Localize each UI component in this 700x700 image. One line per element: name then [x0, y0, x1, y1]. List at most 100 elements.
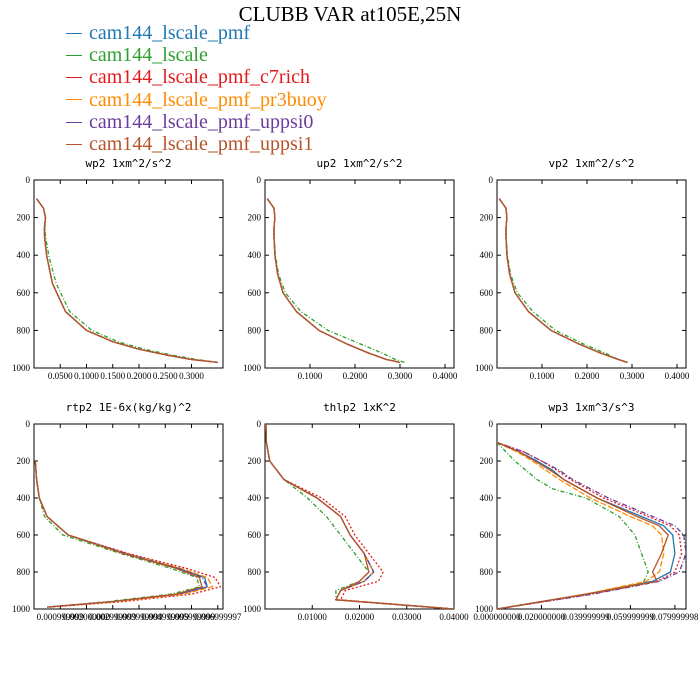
x-tick-label: 0.2500 [153, 371, 178, 381]
y-tick-label: 0 [489, 419, 494, 429]
subplot-0: wp2 1xm^2/s^2 0 200 400 600 800 1000 0.0500 0.10… [12, 157, 224, 381]
legend-item: cam144_lscale [66, 44, 327, 66]
series-line [266, 198, 405, 364]
legend-item: cam144_lscale_pmf [66, 22, 327, 44]
series-line [498, 198, 628, 364]
y-tick-label: 200 [248, 456, 262, 466]
x-tick-label: 0.059999999 [607, 612, 655, 622]
subplot-4: thlp2 1xK^2 0 200 400 600 800 1000 0.01000 0.020… [243, 401, 469, 622]
series-line [265, 424, 454, 609]
subplot-5: wp3 1xm^3/s^3 0 200 400 600 800 10000.00000000… [473, 401, 699, 622]
y-tick-label: 0 [26, 175, 31, 185]
y-tick-label: 1000 [475, 363, 494, 373]
chart-title: CLUBB VAR at105E,25N [238, 2, 462, 26]
y-tick-label: 1000 [12, 604, 31, 614]
series-line [36, 198, 218, 364]
legend-label: cam144_lscale_pmf_pr3buoy [89, 88, 327, 111]
y-tick-label: 400 [248, 493, 262, 503]
legend-item: cam144_lscale_pmf_uppsi0 [66, 111, 327, 133]
y-tick-label: 200 [248, 213, 262, 223]
legend-label: cam144_lscale_pmf [89, 22, 251, 44]
y-tick-label: 600 [248, 288, 262, 298]
plot-frame [264, 179, 455, 369]
y-tick-label: 0 [257, 175, 262, 185]
legend-label: cam144_lscale_pmf_c7rich [89, 66, 311, 89]
series-line [498, 198, 628, 364]
y-tick-label: 200 [480, 456, 494, 466]
series-line [498, 198, 628, 364]
series-line [34, 460, 222, 608]
series-line [497, 441, 669, 609]
x-tick-label: 0.2000 [343, 371, 368, 381]
subplot-3: rtp2 1E-6x(kg/kg)^2 0 200 400 600 800 1000 0.00… [12, 401, 242, 622]
y-tick-label: 400 [480, 250, 494, 260]
x-tick-label: 0.1500 [100, 371, 125, 381]
series-line [36, 198, 218, 364]
legend-line-icon [66, 55, 82, 57]
y-tick-label: 400 [480, 493, 494, 503]
series-line [34, 460, 201, 608]
y-tick-label: 600 [17, 530, 31, 540]
legend-line-icon [66, 77, 82, 79]
x-tick-label: 0.4000 [433, 371, 458, 381]
x-tick-label: 0.004999999 [142, 612, 190, 622]
series-line [34, 460, 208, 608]
legend-item: cam144_lscale_pmf_c7rich [66, 66, 327, 88]
x-tick-label: 0.003999999 [115, 612, 163, 622]
legend-line-icon [66, 32, 82, 34]
y-tick-label: 600 [248, 530, 262, 540]
legend-item: cam144_lscale_pmf_pr3buoy [66, 89, 327, 111]
x-tick-label: 0.039999999 [562, 612, 610, 622]
series-line [34, 460, 203, 608]
series-line [36, 198, 218, 364]
plot-frame [33, 179, 224, 369]
x-tick-label: 0.006999997 [194, 612, 242, 622]
subplot-2: vp2 1xm^2/s^2 0 200 400 600 800 1000 0.1000 0.20… [475, 157, 690, 381]
x-tick-label: 0.03000 [392, 612, 422, 622]
subplot-title: rtp2 1E-6x(kg/kg)^2 [66, 401, 192, 414]
series-line [497, 441, 665, 609]
y-tick-label: 800 [17, 325, 31, 335]
legend: cam144_lscale_pmf cam144_lscale cam144_lsc… [66, 22, 327, 155]
x-tick-label: 0.005999999 [168, 612, 216, 622]
series-line [498, 198, 628, 364]
subplot-title: thlp2 1xK^2 [323, 401, 396, 414]
legend-item: cam144_lscale_pmf_uppsi1 [66, 133, 327, 155]
x-tick-label: 0.02000 [345, 612, 375, 622]
legend-label: cam144_lscale [89, 44, 208, 67]
series-line [36, 198, 218, 364]
y-tick-label: 800 [480, 567, 494, 577]
x-tick-label: 0.079999998 [651, 612, 699, 622]
x-tick-label: 0.4000 [665, 371, 690, 381]
y-tick-label: 600 [480, 288, 494, 298]
x-tick-label: 0.002999999 [89, 612, 137, 622]
x-tick-label: 0.04000 [439, 612, 469, 622]
series-line [497, 441, 683, 609]
y-tick-label: 1000 [12, 363, 31, 373]
legend-label: cam144_lscale_pmf_uppsi1 [89, 132, 314, 155]
series-line [266, 198, 401, 364]
subplot-1: up2 1xm^2/s^2 0 200 400 600 800 1000 0.1000 0.20… [243, 157, 458, 381]
y-tick-label: 400 [248, 250, 262, 260]
x-tick-label: 0.002000000 [63, 612, 111, 622]
x-tick-label: 0.000999999 [37, 612, 85, 622]
plot-frame [496, 179, 687, 369]
y-tick-label: 200 [480, 213, 494, 223]
series-line [498, 198, 628, 364]
y-tick-label: 400 [17, 250, 31, 260]
y-tick-label: 800 [17, 567, 31, 577]
y-tick-label: 800 [480, 325, 494, 335]
x-tick-label: 0.1000 [298, 371, 323, 381]
x-tick-label: 0.1000 [74, 371, 99, 381]
x-tick-label: 0.020000000 [518, 612, 566, 622]
y-tick-label: 0 [257, 419, 262, 429]
y-tick-label: 600 [17, 288, 31, 298]
series-line [497, 441, 676, 609]
x-tick-label: 0.3000 [388, 371, 413, 381]
y-tick-label: 0 [26, 419, 31, 429]
subplot-title: up2 1xm^2/s^2 [316, 157, 402, 170]
y-tick-label: 200 [17, 213, 31, 223]
plot-frame [33, 423, 224, 610]
series-line [497, 441, 686, 609]
